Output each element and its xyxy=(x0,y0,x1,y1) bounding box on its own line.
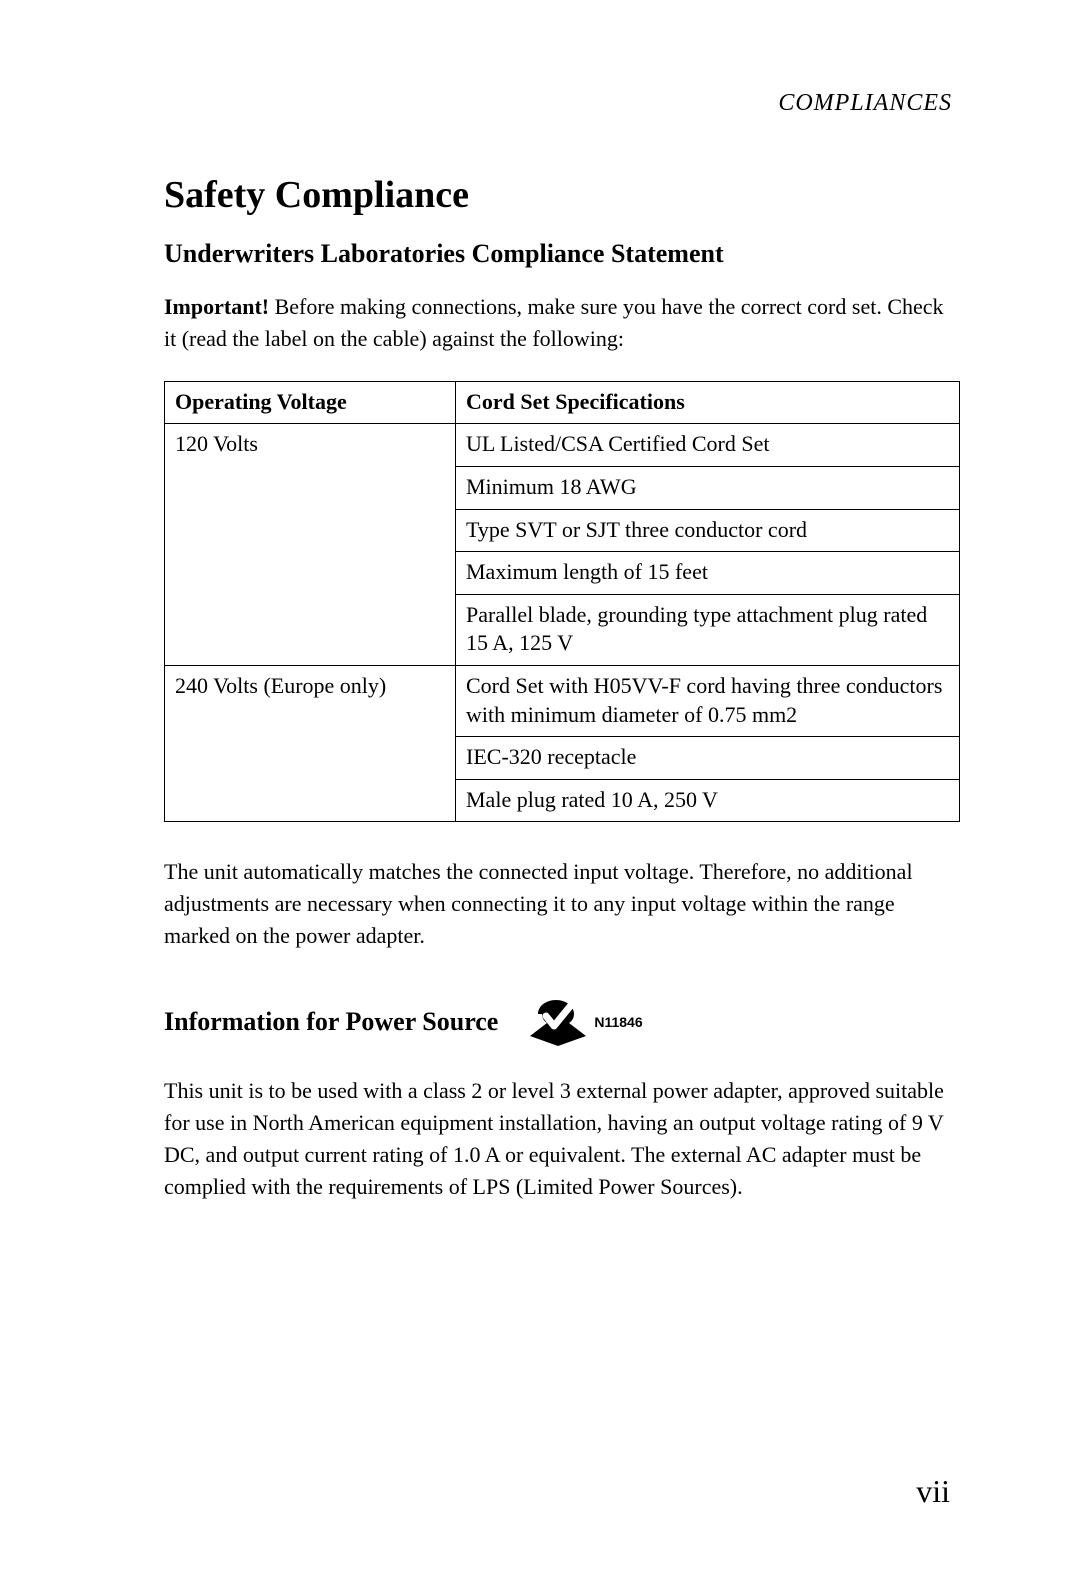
table-row: 240 Volts (Europe only) Cord Set with H0… xyxy=(165,665,960,736)
page-number: vii xyxy=(916,1473,950,1510)
important-paragraph: Important! Before making connections, ma… xyxy=(164,291,960,355)
running-head: COMPLIANCES xyxy=(164,90,960,117)
table-cell-voltage-120: 120 Volts xyxy=(165,424,456,666)
cord-spec-table: Operating Voltage Cord Set Specification… xyxy=(164,381,960,823)
table-cell-spec: Male plug rated 10 A, 250 V xyxy=(456,779,960,822)
important-text: Before making connections, make sure you… xyxy=(164,294,944,351)
table-cell-spec: Cord Set with H05VV-F cord having three … xyxy=(456,665,960,736)
section-heading-ul: Underwriters Laboratories Compliance Sta… xyxy=(164,239,960,269)
table-cell-spec: UL Listed/CSA Certified Cord Set xyxy=(456,424,960,467)
power-source-paragraph: This unit is to be used with a class 2 o… xyxy=(164,1075,960,1203)
certification-logo-wrap: N11846 xyxy=(528,992,642,1053)
page-title: Safety Compliance xyxy=(164,173,960,217)
post-table-paragraph: The unit automatically matches the conne… xyxy=(164,856,960,952)
section-heading-power: Information for Power Source xyxy=(164,1007,498,1037)
certification-tick-icon xyxy=(528,992,588,1053)
table-header-row: Operating Voltage Cord Set Specification… xyxy=(165,381,960,424)
table-cell-spec: Maximum length of 15 feet xyxy=(456,552,960,595)
important-label: Important! xyxy=(164,294,269,319)
table-header-specs: Cord Set Specifications xyxy=(456,381,960,424)
table-row: 120 Volts UL Listed/CSA Certified Cord S… xyxy=(165,424,960,467)
table-cell-spec: IEC-320 receptacle xyxy=(456,737,960,780)
table-cell-spec: Minimum 18 AWG xyxy=(456,466,960,509)
document-page: COMPLIANCES Safety Compliance Underwrite… xyxy=(0,0,1080,1570)
info-power-source-row: Information for Power Source N11846 xyxy=(164,992,960,1053)
table-cell-voltage-240: 240 Volts (Europe only) xyxy=(165,665,456,821)
table-cell-spec: Type SVT or SJT three conductor cord xyxy=(456,509,960,552)
certification-code: N11846 xyxy=(594,1014,642,1030)
table-cell-spec: Parallel blade, grounding type attachmen… xyxy=(456,594,960,665)
table-header-voltage: Operating Voltage xyxy=(165,381,456,424)
